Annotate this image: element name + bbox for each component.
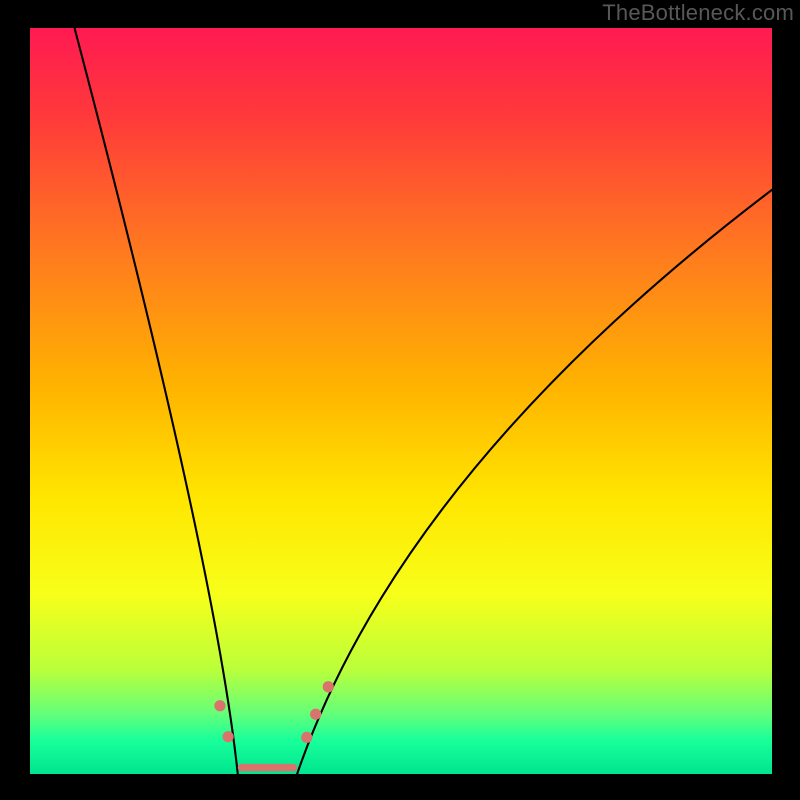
marker-dot xyxy=(310,709,321,720)
plot-area xyxy=(30,28,772,774)
watermark-text: TheBottleneck.com xyxy=(602,0,794,26)
marker-dot xyxy=(223,731,234,742)
marker-dot xyxy=(301,732,312,743)
marker-dot xyxy=(323,681,334,692)
chart-frame: TheBottleneck.com xyxy=(0,0,800,800)
gradient-background xyxy=(30,28,772,774)
chart-svg xyxy=(30,28,772,774)
marker-dot xyxy=(214,700,225,711)
